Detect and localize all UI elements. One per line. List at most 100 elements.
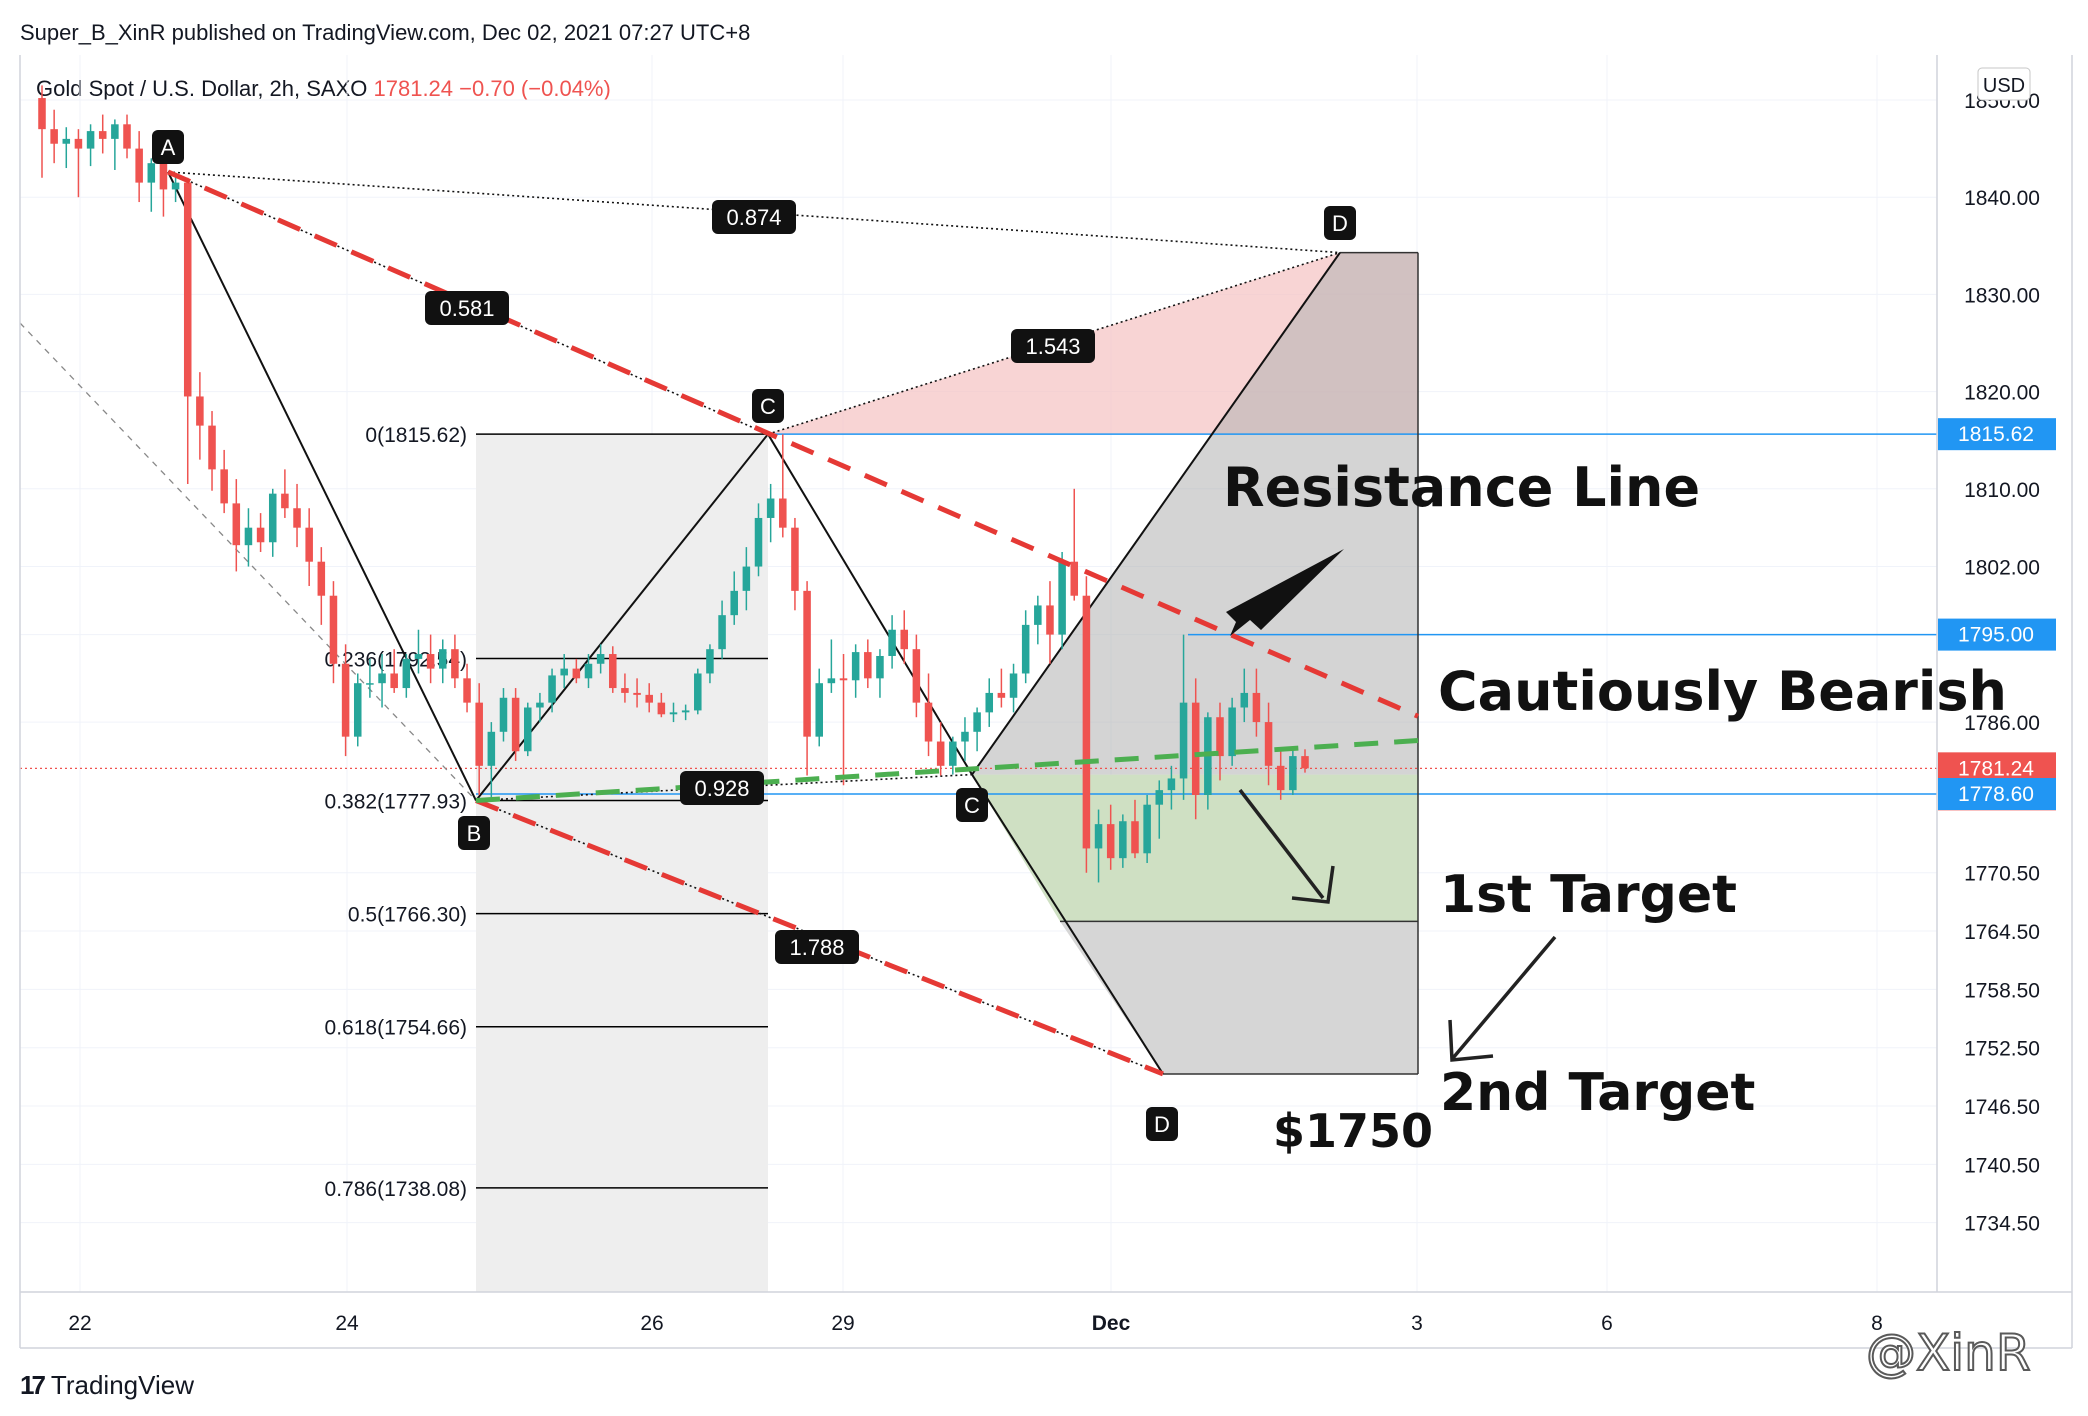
fib-level-label: 0.5(1766.30) bbox=[348, 904, 467, 927]
candle-body bbox=[414, 654, 423, 659]
fib-level-label: 0.618(1754.66) bbox=[325, 1017, 467, 1040]
candle-body bbox=[1228, 707, 1236, 757]
candle-body bbox=[754, 517, 763, 567]
candle-body bbox=[1046, 605, 1054, 635]
x-tick-label: 8 bbox=[1871, 1312, 1883, 1335]
candle-body bbox=[572, 668, 581, 679]
candle-body bbox=[961, 731, 969, 742]
resistance-line-annotation: Resistance Line bbox=[1223, 456, 1700, 519]
pattern-point: D bbox=[1332, 211, 1348, 236]
y-tick-label: 1786.00 bbox=[1964, 712, 2040, 735]
symbol-legend[interactable]: Gold Spot / U.S. Dollar, 2h, SAXO 1781.2… bbox=[36, 76, 611, 102]
x-tick-label: 29 bbox=[831, 1312, 854, 1335]
candle-body bbox=[936, 741, 945, 766]
candle-body bbox=[1082, 595, 1091, 849]
price-tag-label: 1781.24 bbox=[1958, 757, 2034, 780]
pattern-point: B bbox=[467, 821, 482, 846]
candle-body bbox=[135, 148, 143, 183]
tradingview-logo[interactable]: 17 TradingView bbox=[20, 1370, 194, 1401]
x-tick-label: 22 bbox=[68, 1312, 91, 1335]
arrow-icon-target2 bbox=[1451, 935, 1557, 1060]
candle-body bbox=[718, 615, 726, 650]
candle-body bbox=[621, 688, 629, 693]
candle-body bbox=[1179, 702, 1188, 779]
ratio-label-bg bbox=[712, 200, 796, 234]
candle-body bbox=[196, 396, 204, 426]
x-tick-label: 3 bbox=[1411, 1312, 1423, 1335]
target-price-annotation: $1750 bbox=[1273, 1104, 1433, 1158]
y-tick-label: 1752.50 bbox=[1964, 1038, 2040, 1061]
candle-body bbox=[1131, 821, 1139, 854]
y-tick-label: 1770.50 bbox=[1964, 863, 2040, 886]
symbol-name: Gold Spot / U.S. Dollar, 2h, SAXO bbox=[36, 76, 368, 101]
candle-body bbox=[827, 678, 836, 684]
candle-body bbox=[876, 655, 884, 679]
candle-body bbox=[487, 731, 496, 766]
candle-body bbox=[791, 527, 799, 591]
y-tick-label: 1740.50 bbox=[1964, 1154, 2040, 1177]
ratio-label-bg bbox=[1011, 329, 1095, 363]
candle-body bbox=[864, 652, 872, 679]
price-change: −0.70 (−0.04%) bbox=[459, 76, 611, 101]
candle-body bbox=[742, 566, 751, 591]
y-tick-label: 1820.00 bbox=[1964, 382, 2040, 405]
candle-body bbox=[1167, 778, 1176, 791]
pattern-point: A bbox=[161, 135, 176, 160]
candle-body bbox=[1094, 824, 1103, 849]
candle-body bbox=[378, 673, 386, 684]
price-tag bbox=[1938, 418, 2056, 451]
candle-body bbox=[985, 692, 994, 713]
candle-body bbox=[232, 503, 241, 546]
ratio-label-bg bbox=[425, 291, 509, 325]
pattern-point: C bbox=[964, 793, 980, 818]
candle-body bbox=[548, 675, 556, 703]
pattern-leg-cc bbox=[767, 433, 973, 776]
y-tick-label: 1802.00 bbox=[1964, 557, 2040, 580]
candle-body bbox=[1058, 561, 1066, 635]
dotted-ad bbox=[167, 171, 1341, 254]
candle-body bbox=[305, 527, 313, 562]
fib-retracement: 0(1815.62)0.236(1792.54)0.382(1777.93)0.… bbox=[325, 424, 768, 1201]
candle-body bbox=[1240, 692, 1249, 708]
candle-body bbox=[949, 741, 957, 766]
pattern-point-bg bbox=[1146, 1107, 1178, 1141]
candle-body bbox=[147, 163, 156, 183]
fib-zone bbox=[476, 435, 768, 1292]
price-tag bbox=[1938, 618, 2056, 651]
candle-body bbox=[74, 138, 83, 149]
candle-body bbox=[669, 712, 678, 715]
tradingview-icon: 17 bbox=[20, 1370, 46, 1400]
price-tag-label: 1815.62 bbox=[1958, 423, 2034, 446]
fib-level-label: 0.382(1777.93) bbox=[325, 791, 467, 814]
y-tick-label: 1746.50 bbox=[1964, 1096, 2040, 1119]
candle-body bbox=[1009, 673, 1018, 698]
candle-body bbox=[1264, 722, 1273, 766]
candle-body bbox=[438, 649, 447, 669]
pattern-point-bg bbox=[152, 130, 184, 164]
candle-body bbox=[50, 129, 58, 144]
candle-body bbox=[256, 527, 265, 543]
candle-body bbox=[390, 673, 398, 689]
arrow-head-target2 bbox=[1448, 1019, 1494, 1062]
candle-body bbox=[1252, 692, 1261, 723]
candle-body bbox=[694, 673, 702, 711]
y-tick-label: 1810.00 bbox=[1964, 479, 2040, 502]
arrow-head-target1 bbox=[1291, 865, 1335, 904]
candle-body bbox=[329, 595, 338, 664]
candle-body bbox=[851, 652, 860, 681]
candle-body bbox=[123, 124, 131, 149]
candle-body bbox=[803, 590, 811, 737]
candle-body bbox=[1021, 624, 1030, 674]
pattern-point: D bbox=[1154, 1112, 1170, 1137]
candle-body bbox=[1276, 765, 1285, 791]
y-tick-label: 1764.50 bbox=[1964, 921, 2040, 944]
grey-zone-lower bbox=[1060, 921, 1418, 1074]
candle-body bbox=[596, 654, 605, 664]
ratio-label: 0.874 bbox=[726, 205, 781, 230]
candle-body bbox=[1119, 821, 1127, 859]
author-watermark: @XinR bbox=[1865, 1323, 2032, 1383]
candle-body bbox=[111, 124, 119, 139]
candle-body bbox=[86, 131, 95, 149]
candle-body bbox=[888, 629, 896, 656]
